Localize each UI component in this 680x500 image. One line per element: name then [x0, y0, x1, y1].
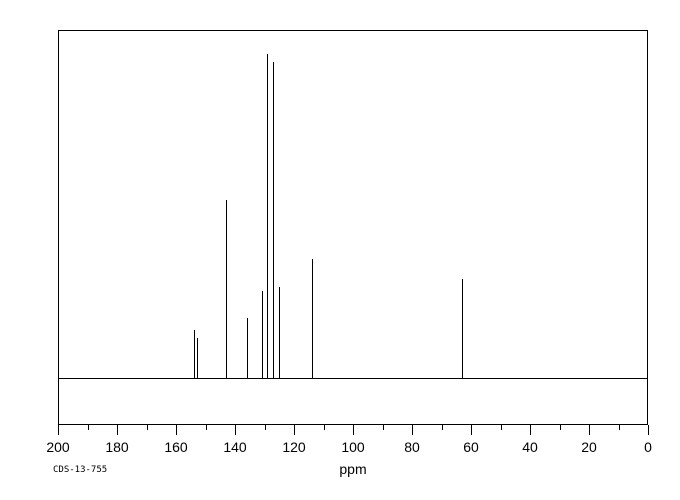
x-axis-label: ppm	[339, 461, 366, 477]
tick-major	[412, 425, 413, 435]
tick-minor	[265, 425, 266, 430]
tick-major	[58, 425, 59, 435]
tick-minor	[88, 425, 89, 430]
tick-label: 200	[46, 439, 69, 455]
tick-major	[530, 425, 531, 435]
tick-major	[589, 425, 590, 435]
peak	[194, 330, 195, 377]
tick-minor	[442, 425, 443, 430]
tick-label: 40	[522, 439, 538, 455]
peak	[226, 200, 227, 378]
tick-major	[176, 425, 177, 435]
peak	[462, 279, 463, 378]
peak	[279, 287, 280, 378]
tick-minor	[383, 425, 384, 430]
peak	[312, 259, 313, 378]
tick-major	[117, 425, 118, 435]
tick-minor	[324, 425, 325, 430]
tick-major	[648, 425, 649, 435]
tick-label: 160	[164, 439, 187, 455]
peak	[197, 338, 198, 378]
tick-minor	[147, 425, 148, 430]
tick-label: 0	[644, 439, 652, 455]
tick-label: 80	[404, 439, 420, 455]
tick-minor	[619, 425, 620, 430]
peak	[267, 54, 268, 378]
tick-label: 120	[282, 439, 305, 455]
tick-minor	[206, 425, 207, 430]
plot-area	[58, 30, 648, 425]
tick-major	[471, 425, 472, 435]
corner-label: CDS-13-755	[53, 465, 107, 475]
peak	[273, 62, 274, 378]
tick-label: 20	[581, 439, 597, 455]
peak	[247, 318, 248, 377]
tick-major	[235, 425, 236, 435]
tick-label: 140	[223, 439, 246, 455]
tick-major	[353, 425, 354, 435]
tick-minor	[501, 425, 502, 430]
peak	[262, 291, 263, 378]
tick-major	[294, 425, 295, 435]
tick-label: 180	[105, 439, 128, 455]
baseline	[58, 378, 648, 379]
tick-minor	[560, 425, 561, 430]
tick-label: 60	[463, 439, 479, 455]
tick-label: 100	[341, 439, 364, 455]
